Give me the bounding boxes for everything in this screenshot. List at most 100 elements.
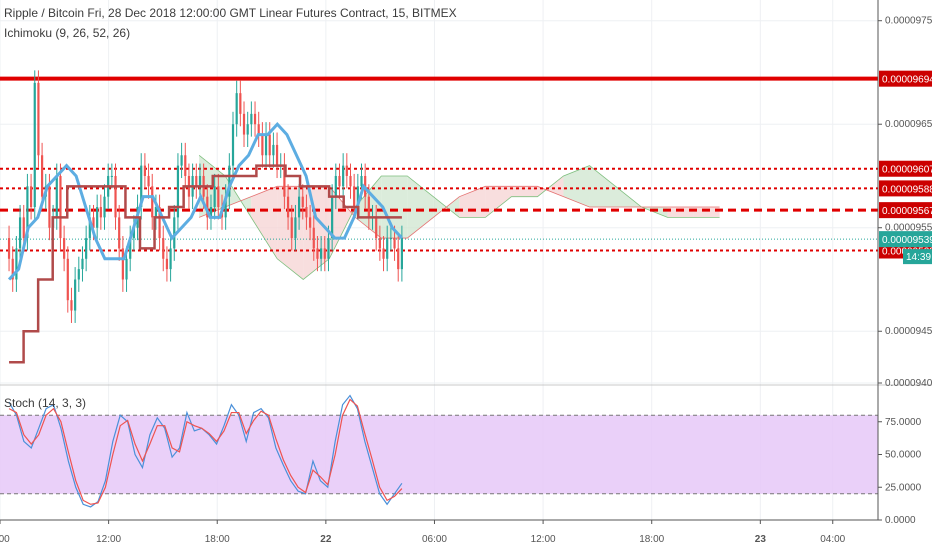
candle-body-19 — [77, 269, 80, 280]
price-level-tag-0: 0.00009694 — [882, 75, 932, 86]
candle-body-61 — [231, 124, 235, 166]
candle-body-30 — [118, 217, 121, 249]
price-level-tag-3: 0.00009567 — [882, 206, 932, 217]
candle-body-15 — [63, 238, 66, 259]
candle-body-60 — [228, 165, 231, 197]
cloud-span-b — [198, 185, 720, 239]
price-level-tag-bg-2 — [879, 180, 932, 197]
candle-body-93 — [349, 175, 352, 187]
candle-body-94 — [353, 186, 356, 208]
candle-body-77 — [290, 217, 293, 239]
cloud-span-a — [198, 154, 720, 280]
x-tick-label-6: 18:00 — [639, 534, 664, 545]
x-tick-label-5: 12:00 — [531, 534, 556, 545]
x-tick-label-3: 22 — [320, 534, 332, 545]
price-level-tag-bg-1 — [879, 160, 932, 177]
candle-body-31 — [121, 248, 124, 280]
candle-body-22 — [88, 217, 91, 239]
candle-body-40 — [154, 207, 158, 218]
candle-body-64 — [242, 113, 246, 135]
last-price-tag-bg — [879, 231, 932, 248]
candle-body-88 — [331, 196, 334, 239]
candle-body-26 — [103, 196, 106, 218]
candle-body-56 — [213, 186, 216, 208]
candle-body-36 — [140, 165, 143, 208]
candle-body-8 — [37, 82, 40, 156]
candle-body-23 — [92, 217, 95, 228]
candle-body-76 — [286, 196, 290, 218]
cloud-segment-3 — [277, 186, 304, 280]
candle-body-65 — [246, 124, 249, 135]
candle-body-24 — [96, 207, 99, 228]
candle-body-37 — [143, 165, 146, 176]
candle-body-52 — [198, 175, 202, 187]
candle-body-67 — [253, 113, 257, 125]
price-level-tag-bg-3 — [879, 202, 932, 219]
candle-body-72 — [272, 144, 275, 156]
cloud-segment-14 — [563, 165, 590, 208]
candle-body-44 — [169, 248, 172, 270]
y-tick-label-4: 0.00009400 — [885, 378, 932, 389]
candle-body-75 — [283, 165, 286, 197]
candle-body-80 — [301, 196, 304, 208]
price-level-tag-bg-0 — [879, 70, 932, 87]
candle-body-71 — [268, 134, 271, 156]
candle-body-38 — [147, 175, 150, 187]
candle-body-78 — [294, 217, 297, 239]
ichimoku-cloud — [198, 154, 720, 280]
candle-body-69 — [261, 134, 264, 156]
x-tick-label-7: 23 — [755, 534, 767, 545]
candle-body-1 — [11, 258, 14, 280]
candle-body-87 — [327, 238, 330, 259]
cloud-segment-8 — [407, 175, 434, 239]
candle-body-104 — [389, 238, 392, 240]
candle-body-86 — [323, 248, 326, 259]
tenkan-line — [7, 122, 403, 281]
cloud-segment-2 — [251, 186, 278, 259]
candle-body-100 — [375, 217, 378, 239]
candle-body-57 — [217, 186, 220, 208]
candle-body-54 — [206, 196, 209, 218]
ichimoku-lines — [7, 122, 403, 364]
candle-body-62 — [235, 93, 238, 125]
chart-title: Ripple / Bitcoin Fri, 28 Dec 2018 12:00:… — [4, 6, 457, 20]
candle-body-14 — [59, 175, 62, 239]
x-tick-label-0: 6:00 — [0, 534, 10, 545]
candle-body-55 — [209, 207, 213, 218]
candle-body-4 — [22, 217, 25, 239]
price-level-tag-1: 0.00009607 — [882, 165, 932, 176]
candle-body-47 — [180, 155, 183, 166]
price-levels — [0, 76, 878, 252]
candle-body-48 — [184, 155, 187, 176]
last-price-tag: 0.00009539 — [882, 235, 932, 246]
x-tick-label-8: 04:00 — [820, 534, 845, 545]
candle-body-101 — [378, 238, 381, 249]
candle-body-91 — [342, 165, 345, 187]
candle-body-0 — [7, 238, 11, 259]
stoch-tick-label-2: 25.0000 — [885, 482, 922, 493]
candle-body-21 — [85, 238, 88, 259]
candle-body-68 — [257, 124, 260, 135]
stoch-tick-label-0: 75.0000 — [885, 417, 922, 428]
candle-body-63 — [239, 93, 242, 114]
candle-body-29 — [114, 175, 117, 218]
candle-body-2 — [15, 248, 18, 280]
stoch-band — [0, 415, 878, 494]
countdown-tag: 14:39 — [906, 252, 931, 263]
x-tick-label-4: 06:00 — [422, 534, 447, 545]
stoch-tick-label-1: 50.0000 — [885, 450, 922, 461]
candle-body-90 — [338, 175, 341, 187]
x-tick-label-2: 18:00 — [205, 534, 230, 545]
candle-body-34 — [132, 227, 135, 239]
stoch-tick-label-3: 0.0000 — [885, 515, 916, 526]
candle-body-103 — [386, 238, 389, 259]
candle-body-25 — [99, 207, 102, 218]
candle-body-6 — [29, 186, 33, 208]
stochastic-pane — [0, 384, 932, 508]
candle-body-79 — [297, 196, 301, 218]
candle-body-83 — [312, 227, 315, 249]
candle-body-16 — [66, 258, 69, 301]
candle-body-73 — [275, 144, 279, 166]
